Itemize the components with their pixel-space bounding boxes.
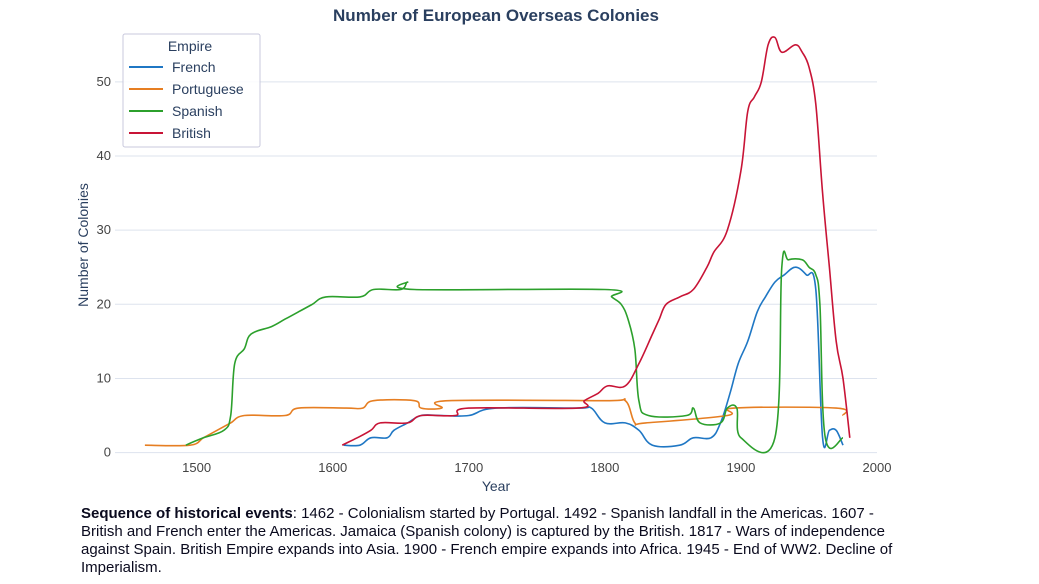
- y-tick-label: 30: [97, 222, 111, 237]
- legend-title: Empire: [168, 38, 213, 54]
- x-tick-label: 1800: [590, 460, 619, 475]
- y-tick-label: 0: [104, 445, 111, 460]
- caption-text: : 1462 - Colonialism started by Portugal…: [81, 505, 893, 576]
- line-chart: Number of European Overseas Colonies Yea…: [75, 6, 892, 494]
- y-tick-label: 40: [97, 148, 111, 163]
- events-caption: Sequence of historical events: 1462 - Co…: [81, 505, 901, 577]
- x-tick-label: 2000: [863, 460, 892, 475]
- series-line-spanish: [185, 250, 844, 454]
- legend-label-spanish: Spanish: [172, 103, 223, 119]
- legend-label-british: British: [172, 125, 211, 141]
- chart-title: Number of European Overseas Colonies: [333, 6, 659, 25]
- caption-heading: Sequence of historical events: [81, 505, 293, 522]
- x-axis-label: Year: [482, 478, 511, 494]
- y-tick-label: 20: [97, 296, 111, 311]
- x-tick-label: 1500: [182, 460, 211, 475]
- legend-label-portuguese: Portuguese: [172, 81, 244, 97]
- y-tick-label: 10: [97, 370, 111, 385]
- x-tick-label: 1600: [318, 460, 347, 475]
- legend-label-french: French: [172, 59, 216, 75]
- legend-box: [122, 33, 261, 148]
- y-axis-label: Number of Colonies: [75, 183, 91, 307]
- legend: Empire French Portuguese Spanish British: [122, 33, 261, 148]
- series-line-french: [343, 266, 844, 449]
- y-tick-label: 50: [97, 74, 111, 89]
- series-line-british: [341, 36, 851, 446]
- x-tick-label: 1900: [726, 460, 755, 475]
- x-tick-label: 1700: [454, 460, 483, 475]
